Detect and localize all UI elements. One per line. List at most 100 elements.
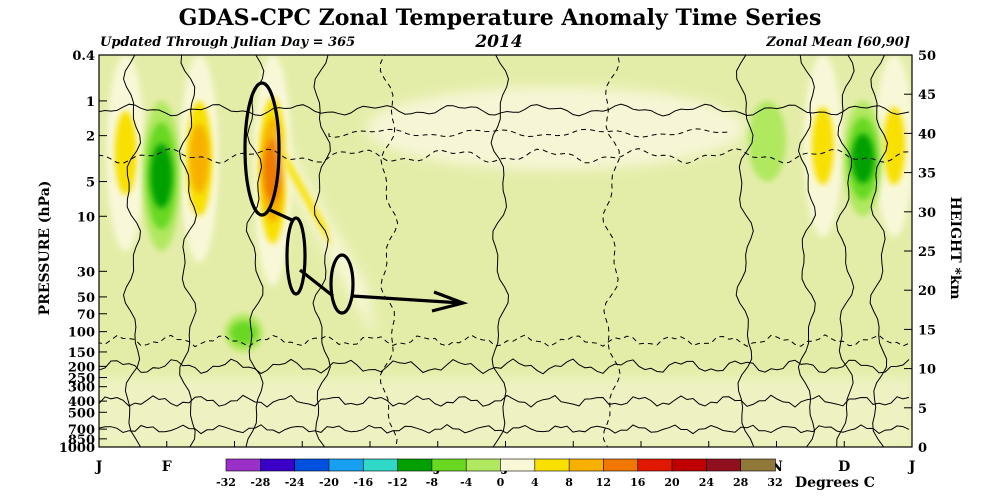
height-tick-label: 35: [918, 167, 936, 182]
pressure-tick-label: 700: [68, 423, 95, 438]
anomaly-level--4: [366, 86, 745, 170]
contour-line: [379, 55, 399, 447]
anomaly-level--4: [748, 100, 787, 182]
colorbar-tick-label: -32: [216, 476, 236, 489]
colorbar-swatch: [568, 458, 605, 472]
anomaly-warm_nov: [803, 55, 842, 237]
pressure-tick-label: 30: [77, 265, 95, 280]
colorbar-swatch: [362, 458, 399, 472]
height-tick-label: 0: [918, 441, 927, 456]
height-tick-label: 5: [918, 402, 927, 417]
contour-line: [735, 55, 755, 447]
contour-line: [178, 55, 198, 447]
month-tick-label: D: [838, 459, 850, 475]
colorbar-tick-label: -24: [285, 476, 305, 489]
colorbar-tick-label: -16: [353, 476, 373, 489]
pressure-tick-label: 200: [68, 360, 95, 375]
colorbar-swatch: [603, 458, 639, 472]
anomaly-level-12: [883, 106, 906, 185]
contour-line: [122, 55, 142, 447]
anomaly-cold_feb_low: [224, 313, 263, 352]
pressure-tick-label: 0.4: [72, 49, 95, 64]
height-tick-label: 30: [918, 206, 936, 221]
colorbar-tick-label: 16: [630, 476, 646, 489]
height-tick-label: 20: [918, 284, 936, 299]
contour-line: [99, 423, 910, 435]
height-tick-label: 15: [918, 323, 936, 338]
annotation-ellipse-lower: [329, 253, 355, 315]
colorbar-tick-label: -8: [426, 476, 439, 489]
colorbar-swatch: [637, 458, 673, 472]
height-tick-label: 40: [918, 127, 936, 142]
colorbar-tick-label: 32: [767, 476, 782, 489]
colorbar-swatch: [534, 458, 570, 472]
chart-subtitle-center: 2014: [474, 32, 522, 52]
colorbar-swatch: [465, 458, 502, 472]
colorbar-tick-label: 28: [733, 476, 749, 489]
y-axis-label-right: HEIGHT *km: [947, 197, 963, 300]
anomaly-level-12: [811, 106, 834, 185]
anomaly-cold_jan: [142, 100, 181, 251]
chart-subtitle-left: Updated Through Julian Day = 365: [100, 35, 355, 50]
anomaly-cold_summer_upper: [366, 86, 745, 170]
colorbar-swatch: [328, 458, 365, 472]
chart-title: GDAS-CPC Zonal Temperature Anomaly Time …: [179, 5, 822, 31]
contour-line: [328, 128, 732, 138]
colorbar-unit-label: Degrees C: [795, 475, 875, 491]
annotation-group: [243, 81, 469, 315]
annotation-arrow-head: [431, 290, 469, 313]
colorbar-tick-label: 8: [565, 476, 573, 489]
month-tick-label: J: [94, 459, 103, 475]
month-tick-label: F: [162, 459, 172, 475]
colorbar-swatch: [397, 458, 433, 472]
contour-line: [99, 147, 910, 164]
pressure-tick-label: 400: [68, 395, 95, 410]
colorbar-tick-label: 0: [497, 476, 505, 489]
pressure-tick-label: 500: [68, 406, 95, 421]
pressure-tick-label: 1000: [59, 441, 95, 456]
pressure-tick-label: 10: [77, 210, 95, 225]
pressure-tick-label: 250: [68, 372, 95, 387]
chart-subtitle-right: Zonal Mean [60,90]: [765, 35, 910, 50]
colorbar-tick-label: -4: [460, 476, 473, 489]
contour-line: [99, 358, 910, 375]
colorbar-swatch: [294, 458, 330, 472]
pressure-tick-label: 1: [86, 95, 95, 110]
annotation-connector-1: [269, 208, 293, 222]
annotation-connector-2: [299, 268, 334, 298]
colorbar-tick-label: 12: [596, 476, 611, 489]
height-tick-label: 10: [918, 363, 936, 378]
anomaly-cold_oct: [748, 100, 787, 182]
contour-line: [602, 55, 621, 447]
annotation-arrow-shaft: [351, 294, 463, 305]
pressure-tick-label: 70: [77, 308, 95, 323]
colorbar-swatch: [260, 458, 296, 472]
pressure-tick-label: 50: [77, 291, 95, 306]
month-tick-label: J: [907, 459, 916, 475]
colorbar-swatch: [431, 458, 467, 472]
height-tick-label: 25: [918, 245, 936, 260]
height-tick-label: 50: [918, 49, 936, 64]
contour-line: [869, 55, 889, 447]
anomaly-level-16: [189, 124, 209, 194]
contour-line: [99, 334, 910, 348]
contour-line: [797, 55, 817, 447]
colorbar-tick-label: 4: [531, 476, 539, 489]
colorbar-swatch: [225, 458, 262, 472]
colorbar-swatch: [671, 458, 708, 472]
pressure-tick-label: 150: [68, 346, 95, 361]
anomaly-warm_feb: [180, 55, 219, 263]
plot-area: [99, 55, 912, 447]
pressure-tick-label: 850: [68, 433, 95, 448]
anomaly-level--12: [150, 143, 173, 209]
pressure-tick-label: 300: [68, 381, 95, 396]
pressure-tick-label: 5: [86, 176, 95, 191]
colorbar-swatch: [500, 458, 536, 472]
colorbar-tick-label: -12: [388, 476, 408, 489]
contour-line: [490, 55, 510, 447]
colorbar-tick-label: -20: [319, 476, 339, 489]
contour-line: [99, 394, 910, 408]
contour-line: [245, 55, 265, 447]
